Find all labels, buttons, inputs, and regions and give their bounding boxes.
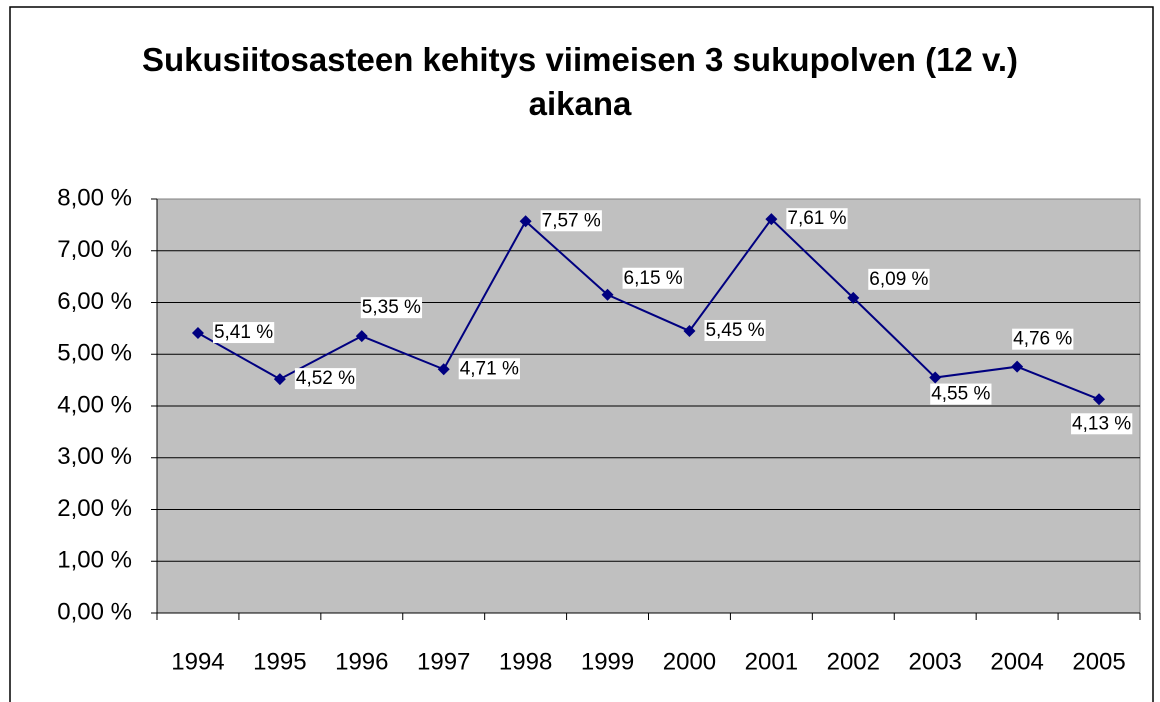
marker xyxy=(273,373,286,386)
data-label: 7,57 % xyxy=(542,210,601,231)
data-label-bg xyxy=(868,268,930,290)
y-tick-label: 2,00 % xyxy=(57,495,132,522)
data-label-group: 4,76 % xyxy=(1012,328,1074,350)
marker xyxy=(191,327,204,340)
marker xyxy=(601,288,614,301)
x-tick-label: 2005 xyxy=(1072,648,1125,675)
x-tick-label: 1999 xyxy=(581,648,634,675)
data-label: 4,71 % xyxy=(460,358,519,379)
data-label-bg xyxy=(360,297,423,319)
data-label-bg xyxy=(786,208,848,230)
y-tick-label: 6,00 % xyxy=(57,288,132,315)
data-label-bg xyxy=(1071,413,1133,435)
y-tick-label: 4,00 % xyxy=(57,391,132,418)
x-tick-label: 2003 xyxy=(909,648,962,675)
x-tick-label: 1996 xyxy=(335,648,388,675)
data-label-group: 4,52 % xyxy=(294,368,357,390)
y-tick-label: 3,00 % xyxy=(57,443,132,470)
marker xyxy=(765,213,778,226)
x-tick-label: 1997 xyxy=(417,648,470,675)
data-label: 4,76 % xyxy=(1013,329,1072,350)
marker xyxy=(355,330,368,343)
data-label-bg xyxy=(540,210,602,232)
data-label-bg xyxy=(212,322,275,344)
data-label: 6,15 % xyxy=(624,268,683,289)
x-tick-label: 2004 xyxy=(990,648,1043,675)
data-label-bg xyxy=(622,267,684,289)
data-label-group: 5,41 % xyxy=(212,322,275,344)
marker xyxy=(683,324,696,337)
series-line xyxy=(197,217,1100,401)
data-label-bg xyxy=(930,383,992,405)
data-label-group: 7,61 % xyxy=(786,208,848,230)
y-tick-label: 7,00 % xyxy=(57,236,132,263)
data-label: 6,09 % xyxy=(869,269,928,290)
data-label: 5,35 % xyxy=(362,297,421,318)
marker xyxy=(847,291,860,304)
data-label: 5,41 % xyxy=(214,322,273,343)
data-label-bg xyxy=(294,368,357,390)
data-label-bg xyxy=(1012,328,1074,350)
x-tick-label: 1994 xyxy=(171,648,224,675)
y-tick-label: 5,00 % xyxy=(57,340,132,367)
x-tick-label: 2002 xyxy=(827,648,880,675)
data-label-bg xyxy=(458,358,520,380)
data-label: 4,13 % xyxy=(1072,413,1131,434)
data-label: 5,45 % xyxy=(705,320,764,341)
data-label-group: 5,35 % xyxy=(360,297,423,319)
y-tick-label: 8,00 % xyxy=(57,184,132,211)
x-tick-label: 2001 xyxy=(745,648,798,675)
data-label: 4,55 % xyxy=(931,384,990,405)
data-label-group: 6,09 % xyxy=(868,268,930,290)
data-label-group: 6,15 % xyxy=(622,267,684,289)
x-tick-label: 2000 xyxy=(663,648,716,675)
data-label-group: 5,45 % xyxy=(704,319,766,341)
marker xyxy=(929,371,942,384)
data-label-group: 4,71 % xyxy=(458,358,520,380)
y-tick-label: 1,00 % xyxy=(57,547,132,574)
chart-title: Sukusiitosasteen kehitys viimeisen 3 suk… xyxy=(141,41,1019,122)
x-tick-label: 1995 xyxy=(253,648,306,675)
data-label-bg xyxy=(704,319,766,341)
chart-border xyxy=(9,6,1154,702)
y-tick-label: 0,00 % xyxy=(57,598,132,625)
marker xyxy=(437,363,450,376)
data-label-group: 4,13 % xyxy=(1071,413,1133,435)
x-tick-label: 1998 xyxy=(499,648,552,675)
data-label: 7,61 % xyxy=(787,208,846,229)
marker xyxy=(1093,393,1106,406)
marker xyxy=(519,215,532,228)
data-label-group: 4,55 % xyxy=(930,383,992,405)
data-label: 4,52 % xyxy=(296,368,355,389)
marker xyxy=(1011,360,1024,373)
data-label-group: 7,57 % xyxy=(540,210,602,232)
